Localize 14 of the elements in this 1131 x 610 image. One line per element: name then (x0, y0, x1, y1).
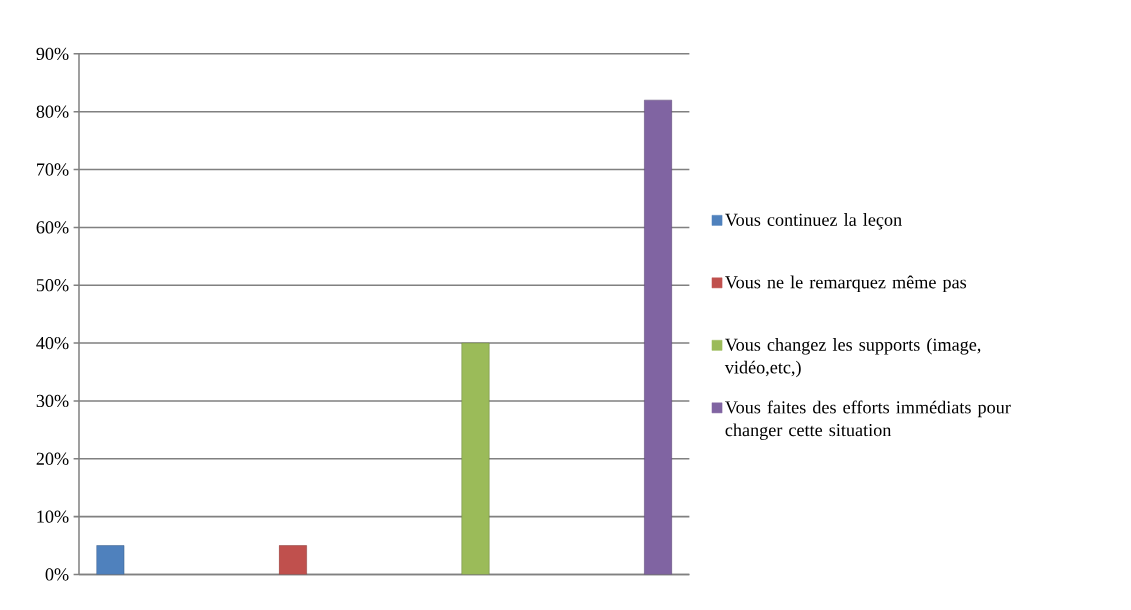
y-tick-label: 50% (36, 278, 69, 292)
legend-label: Vous continuez la leçon (725, 212, 902, 230)
y-tick-label: 80% (36, 105, 69, 118)
y-tick-label: 30% (36, 394, 69, 407)
y-tick-label: 0% (45, 568, 69, 581)
legend-label: Vous changez les supports (image, vidéo,etc,) (724, 337, 981, 378)
y-tick-label: 10% (37, 510, 69, 523)
y-tick-label: 40% (36, 336, 69, 350)
y-tick-label: 20% (36, 452, 69, 465)
legend-label: Vous ne le remarquez même pas (725, 275, 967, 292)
legend-label: Vous faites des efforts immédiats pour changer cette situation (725, 400, 1011, 440)
y-tick-label: 90% (36, 47, 69, 60)
y-tick-label: 70% (37, 163, 69, 176)
y-tick-label: 60% (36, 221, 69, 234)
